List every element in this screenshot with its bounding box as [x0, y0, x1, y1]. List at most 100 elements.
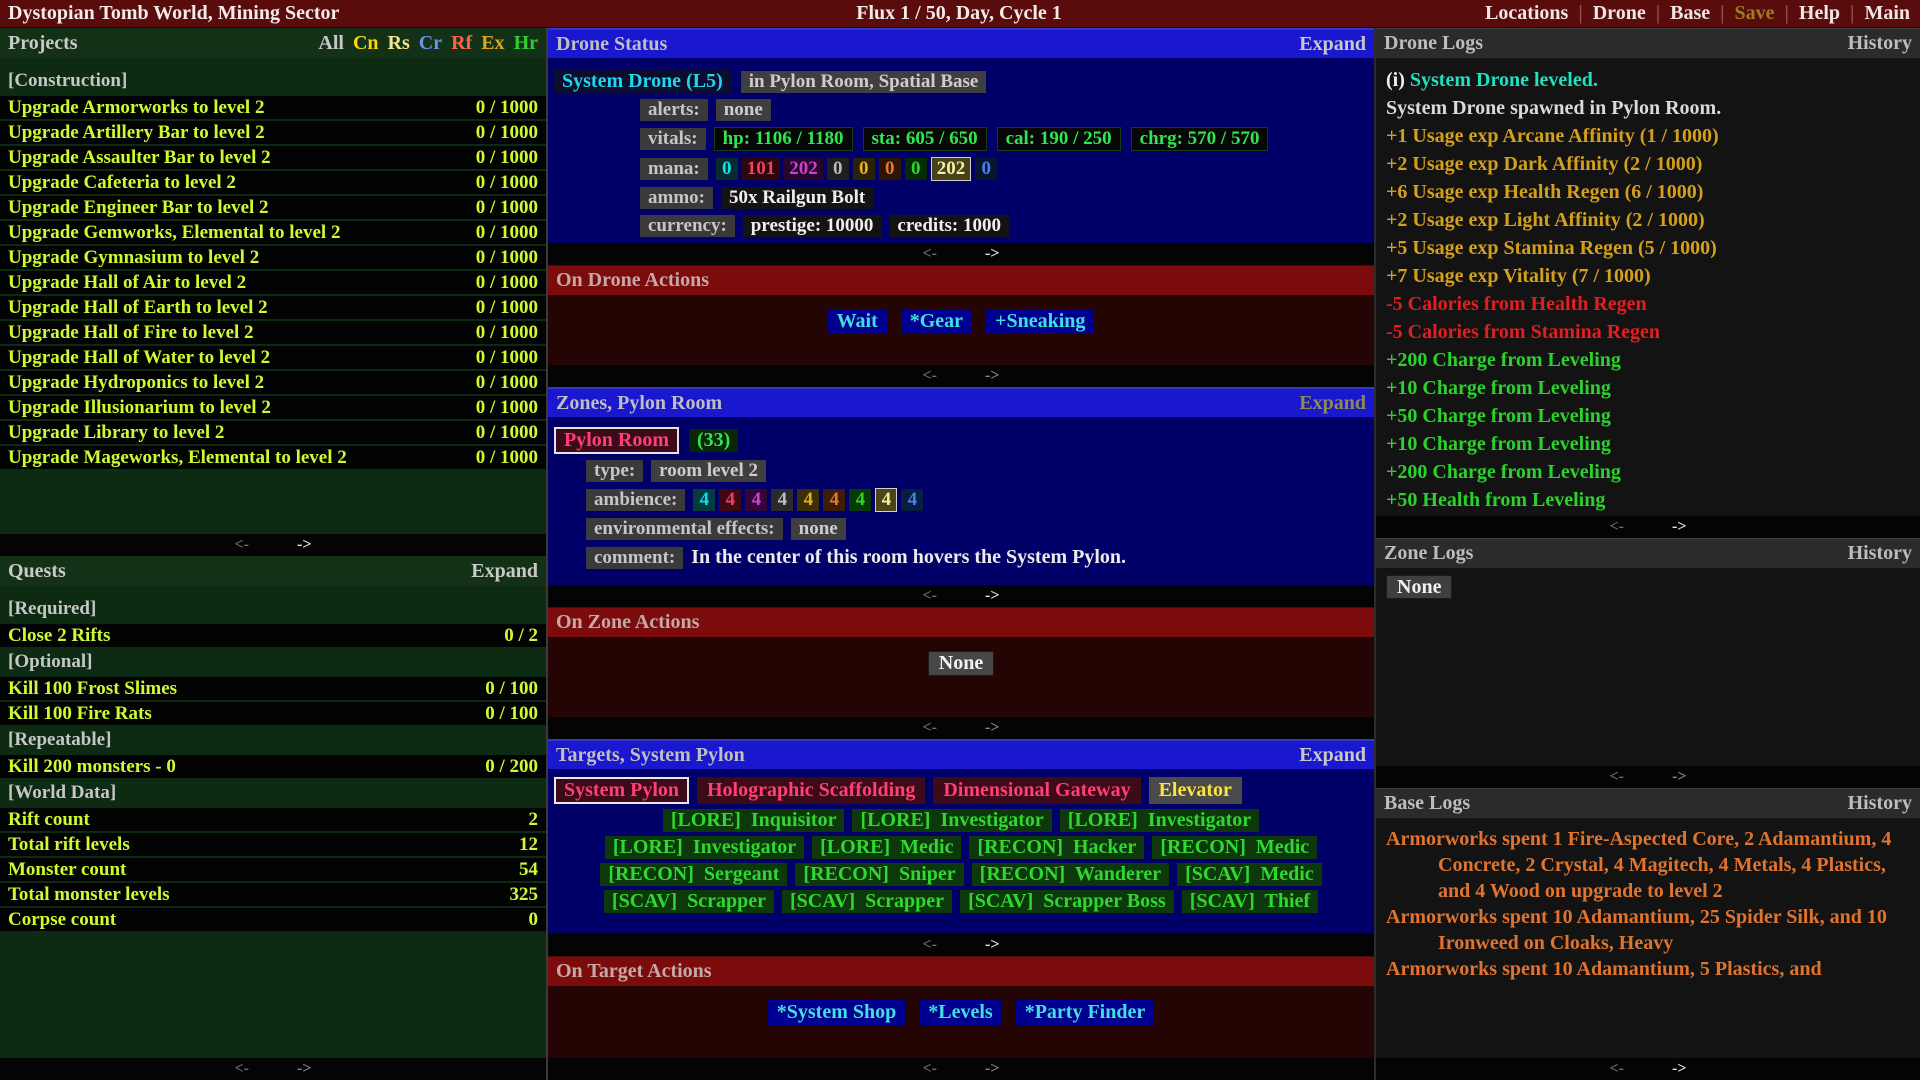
action-button-levels[interactable]: *Levels [919, 1000, 1002, 1025]
target-chip-elevator[interactable]: Elevator [1148, 777, 1242, 804]
action-button-system-shop[interactable]: *System Shop [767, 1000, 906, 1025]
pager-prev[interactable]: <- [922, 936, 937, 953]
pager-prev[interactable]: <- [1609, 518, 1624, 536]
project-row[interactable]: Upgrade Gemworks, Elemental to level 2 0 … [0, 221, 546, 244]
pager-prev[interactable]: <- [1609, 1060, 1624, 1077]
zone-logs-history-button[interactable]: History [1847, 541, 1912, 564]
npc-chip[interactable]: [SCAV] Medic [1177, 863, 1322, 886]
log-line: -5 Calories from Health Regen [1386, 290, 1910, 318]
npc-chip[interactable]: [RECON] Medic [1152, 836, 1318, 859]
menu-item-help[interactable]: Help [1798, 2, 1841, 24]
target-chip-system-pylon[interactable]: System Pylon [554, 777, 689, 804]
filter-tab-rf[interactable]: Rf [451, 31, 473, 54]
quest-row[interactable]: Total monster levels 325 [0, 883, 546, 906]
menu-item-save[interactable]: Save [1734, 2, 1775, 24]
drone-status-expand-button[interactable]: Expand [1299, 32, 1366, 55]
zones-expand-button[interactable]: Expand [1299, 391, 1366, 414]
project-row[interactable]: Upgrade Hydroponics to level 2 0 / 1000 [0, 371, 546, 394]
action-button-sneaking[interactable]: +Sneaking [986, 309, 1095, 334]
project-row[interactable]: Upgrade Engineer Bar to level 2 0 / 1000 [0, 196, 546, 219]
npc-chip[interactable]: [RECON] Sniper [795, 863, 964, 886]
quest-row[interactable]: Close 2 Rifts 0 / 2 [0, 624, 546, 647]
npc-chip[interactable]: [RECON] Hacker [969, 836, 1145, 859]
quest-row[interactable]: Kill 200 monsters - 0 0 / 200 [0, 755, 546, 778]
quest-row[interactable]: Kill 100 Fire Rats 0 / 100 [0, 702, 546, 725]
drone-name-badge[interactable]: System Drone (L5) [554, 70, 731, 93]
project-row[interactable]: Upgrade Armorworks to level 2 0 / 1000 [0, 96, 546, 119]
pager-prev[interactable]: <- [234, 536, 249, 553]
filter-tab-all[interactable]: All [318, 31, 344, 54]
quest-row[interactable]: Rift count 2 [0, 808, 546, 831]
pager-prev[interactable]: <- [1609, 768, 1624, 786]
project-row-label: Upgrade Engineer Bar to level 2 [8, 197, 269, 218]
filter-tab-ex[interactable]: Ex [481, 31, 505, 54]
drone-logs-history-button[interactable]: History [1847, 31, 1912, 54]
action-button-party-finder[interactable]: *Party Finder [1015, 1000, 1155, 1025]
project-row[interactable]: Upgrade Hall of Fire to level 2 0 / 1000 [0, 321, 546, 344]
npc-chip[interactable]: [LORE] Inquisitor [662, 809, 845, 832]
pager-prev[interactable]: <- [922, 367, 937, 384]
target-chip-holographic-scaffolding[interactable]: Holographic Scaffolding [697, 777, 926, 804]
menu-item-main[interactable]: Main [1864, 2, 1911, 24]
pager-next[interactable]: -> [985, 1060, 1000, 1077]
quest-row[interactable]: Kill 100 Frost Slimes 0 / 100 [0, 677, 546, 700]
pager-next[interactable]: -> [985, 719, 1000, 736]
project-row[interactable]: Upgrade Artillery Bar to level 2 0 / 1000 [0, 121, 546, 144]
quest-row[interactable]: Corpse count 0 [0, 908, 546, 931]
pager-prev[interactable]: <- [922, 245, 937, 262]
npc-chip[interactable]: [LORE] Investigator [604, 836, 805, 859]
npc-chip[interactable]: [SCAV] Scrapper [603, 890, 774, 913]
project-row[interactable]: Upgrade Cafeteria to level 2 0 / 1000 [0, 171, 546, 194]
pager-next[interactable]: -> [1672, 518, 1687, 536]
project-row[interactable]: Upgrade Hall of Air to level 2 0 / 1000 [0, 271, 546, 294]
menu-item-base[interactable]: Base [1670, 2, 1711, 24]
project-row[interactable]: Upgrade Gymnasium to level 2 0 / 1000 [0, 246, 546, 269]
filter-tab-hr[interactable]: Hr [513, 31, 538, 54]
pager-prev[interactable]: <- [922, 1060, 937, 1077]
project-row[interactable]: Upgrade Illusionarium to level 2 0 / 1000 [0, 396, 546, 419]
quest-row[interactable]: Monster count 54 [0, 858, 546, 881]
project-row[interactable]: Upgrade Assaulter Bar to level 2 0 / 1000 [0, 146, 546, 169]
targets-expand-button[interactable]: Expand [1299, 743, 1366, 766]
npc-chip[interactable]: [SCAV] Scrapper Boss [960, 890, 1174, 913]
menu-item-locations[interactable]: Locations [1484, 2, 1569, 24]
pager-prev[interactable]: <- [922, 587, 937, 604]
action-button-gear[interactable]: *Gear [900, 309, 973, 334]
npc-chip[interactable]: [SCAV] Scrapper [781, 890, 953, 913]
base-logs-history-button[interactable]: History [1847, 792, 1912, 814]
quests-expand-button[interactable]: Expand [471, 559, 538, 582]
pager-next[interactable]: -> [985, 367, 1000, 384]
filter-tab-cr[interactable]: Cr [418, 31, 443, 54]
pager-next[interactable]: -> [1672, 1060, 1687, 1077]
project-row[interactable]: Upgrade Mageworks, Elemental to level 2 0… [0, 446, 546, 469]
filter-tab-cn[interactable]: Cn [352, 31, 379, 54]
project-row[interactable]: Upgrade Hall of Earth to level 2 0 / 1000 [0, 296, 546, 319]
drone-status-title: Drone Status [556, 32, 668, 55]
pager-next[interactable]: -> [985, 587, 1000, 604]
npc-chip[interactable]: [SCAV] Thief [1181, 890, 1319, 913]
pager-next[interactable]: -> [297, 1060, 312, 1077]
action-button-wait[interactable]: Wait [827, 309, 887, 334]
project-row[interactable]: Upgrade Library to level 2 0 / 1000 [0, 421, 546, 444]
npc-chip[interactable]: [LORE] Medic [812, 836, 962, 859]
menu-item-drone[interactable]: Drone [1592, 2, 1646, 24]
zone-comment-value: In the center of this room hovers the Sy… [691, 546, 1127, 568]
npc-chip[interactable]: [RECON] Sergeant [600, 863, 788, 886]
pager-next[interactable]: -> [985, 245, 1000, 262]
target-chip-dimensional-gateway[interactable]: Dimensional Gateway [933, 777, 1141, 804]
pager-next[interactable]: -> [1672, 768, 1687, 786]
pager-next[interactable]: -> [297, 536, 312, 553]
project-row[interactable]: Upgrade Hall of Water to level 2 0 / 1000 [0, 346, 546, 369]
pager-next[interactable]: -> [985, 936, 1000, 953]
ambience-badge: 4 [693, 489, 716, 511]
zone-name-chip[interactable]: Pylon Room [554, 427, 679, 454]
pager-prev[interactable]: <- [922, 719, 937, 736]
npc-chip[interactable]: [LORE] Investigator [1059, 809, 1260, 832]
project-row-label: Upgrade Cafeteria to level 2 [8, 172, 236, 193]
pager-prev[interactable]: <- [234, 1060, 249, 1077]
npc-chip[interactable]: [LORE] Investigator [852, 809, 1052, 832]
quest-row[interactable]: Total rift levels 12 [0, 833, 546, 856]
npc-chip[interactable]: [RECON] Wanderer [971, 863, 1170, 886]
zones-header: Zones, Pylon Room Expand [548, 387, 1374, 417]
filter-tab-rs[interactable]: Rs [387, 31, 410, 54]
